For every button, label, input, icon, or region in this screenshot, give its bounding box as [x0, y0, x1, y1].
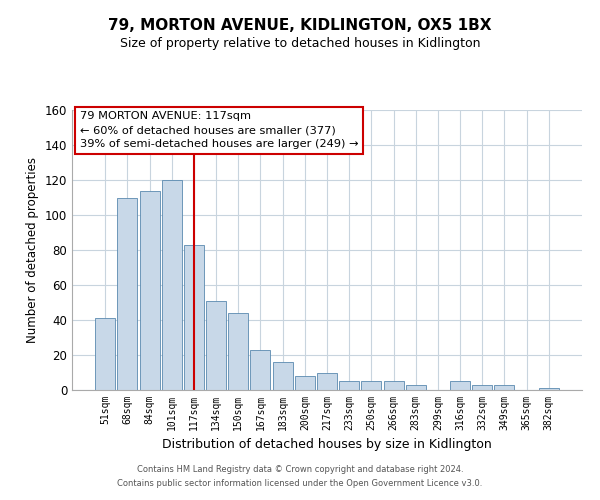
Bar — [494, 385, 514, 390]
Bar — [539, 388, 559, 390]
Text: Contains HM Land Registry data © Crown copyright and database right 2024.
Contai: Contains HM Land Registry data © Crown c… — [118, 466, 482, 487]
Bar — [140, 190, 160, 390]
Bar — [383, 381, 404, 390]
Bar — [206, 300, 226, 390]
Bar — [162, 180, 182, 390]
X-axis label: Distribution of detached houses by size in Kidlington: Distribution of detached houses by size … — [162, 438, 492, 452]
Bar — [317, 372, 337, 390]
Bar — [361, 381, 382, 390]
Bar — [406, 385, 426, 390]
Bar — [450, 381, 470, 390]
Bar — [250, 350, 271, 390]
Bar — [295, 376, 315, 390]
Bar — [272, 362, 293, 390]
Bar — [472, 385, 492, 390]
Text: Size of property relative to detached houses in Kidlington: Size of property relative to detached ho… — [120, 38, 480, 51]
Bar — [95, 318, 115, 390]
Bar — [339, 381, 359, 390]
Bar — [184, 244, 204, 390]
Bar — [228, 313, 248, 390]
Y-axis label: Number of detached properties: Number of detached properties — [26, 157, 39, 343]
Bar — [118, 198, 137, 390]
Text: 79 MORTON AVENUE: 117sqm
← 60% of detached houses are smaller (377)
39% of semi-: 79 MORTON AVENUE: 117sqm ← 60% of detach… — [80, 112, 358, 150]
Text: 79, MORTON AVENUE, KIDLINGTON, OX5 1BX: 79, MORTON AVENUE, KIDLINGTON, OX5 1BX — [108, 18, 492, 32]
